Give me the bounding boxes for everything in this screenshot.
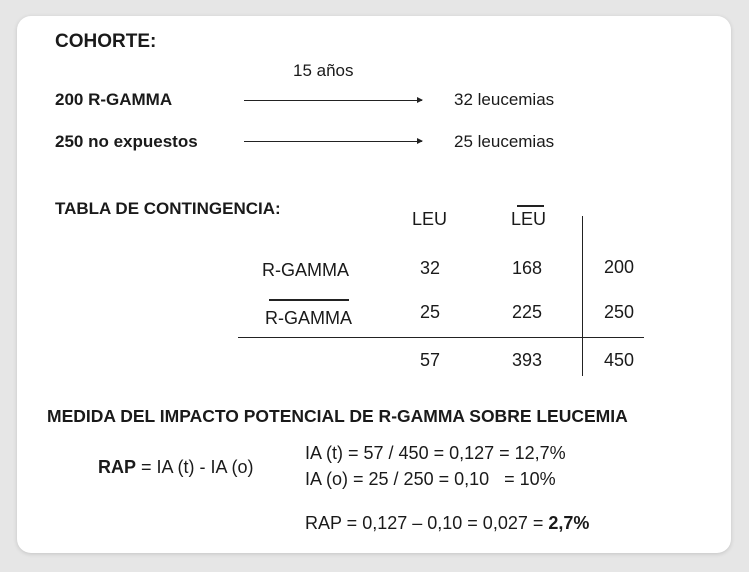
impact-title: MEDIDA DEL IMPACTO POTENCIAL DE R-GAMMA … xyxy=(47,406,628,426)
total-no-leu: 393 xyxy=(512,350,543,370)
cohort-unexposed-group: 250 no expuestos xyxy=(55,132,198,151)
rap-result: 2,7% xyxy=(548,513,590,533)
rap-label: RAP xyxy=(98,457,137,477)
ia-exposed-calc: IA (t) = 57 / 450 = 0,127 = 12,7% xyxy=(305,443,566,463)
table-horizontal-divider xyxy=(238,337,644,338)
cell-exposed-total: 200 xyxy=(604,257,635,277)
cohort-title: COHORTE: xyxy=(55,31,157,52)
col-header-no-leu: LEU xyxy=(511,209,547,229)
cohort-exposed-outcome: 32 leucemias xyxy=(454,90,555,109)
cohort-arrow-unexposed xyxy=(244,138,423,144)
total-leu: 57 xyxy=(420,350,441,370)
ia-unexposed-calc: IA (o) = 25 / 250 = 0,10 = 10% xyxy=(305,469,556,489)
cell-unexposed-leu: 25 xyxy=(420,302,441,322)
row-label-negation-bar xyxy=(269,299,349,301)
rap-definition: RAP = IA (t) - IA (o) xyxy=(98,457,254,478)
rap-calculation: RAP = 0,127 – 0,10 = 0,027 = 2,7% xyxy=(305,513,589,534)
cohort-arrow-exposed xyxy=(244,97,423,103)
cell-exposed-no-leu: 168 xyxy=(512,258,543,278)
col-header-leu: LEU xyxy=(412,209,448,229)
slide-card: COHORTE: 15 años 200 R-GAMMA 32 leucemia… xyxy=(17,16,731,553)
cohort-duration: 15 años xyxy=(293,61,354,80)
rap-calc-expression: RAP = 0,127 – 0,10 = 0,027 = xyxy=(305,513,549,533)
cell-exposed-leu: 32 xyxy=(420,258,441,278)
table-title: TABLA DE CONTINGENCIA: xyxy=(55,199,281,218)
row-label-exposed: R-GAMMA xyxy=(262,260,349,280)
col-header-negation-bar xyxy=(517,205,544,207)
row-label-unexposed: R-GAMMA xyxy=(265,308,352,328)
grand-total: 450 xyxy=(604,350,635,370)
table-vertical-divider xyxy=(582,216,583,376)
cell-unexposed-total: 250 xyxy=(604,302,635,322)
cohort-unexposed-outcome: 25 leucemias xyxy=(454,132,555,151)
cohort-exposed-group: 200 R-GAMMA xyxy=(55,90,173,109)
cell-unexposed-no-leu: 225 xyxy=(512,302,543,322)
rap-formula: = IA (t) - IA (o) xyxy=(136,457,254,477)
